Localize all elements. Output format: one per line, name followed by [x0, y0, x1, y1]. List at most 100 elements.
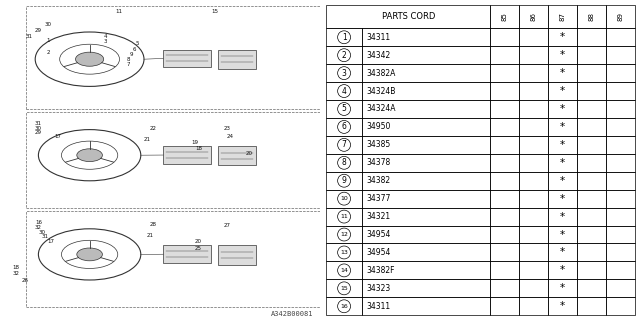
Bar: [490, 5, 519, 28]
Bar: [519, 190, 548, 208]
Bar: [326, 261, 362, 279]
Bar: [548, 172, 577, 190]
Bar: [519, 226, 548, 244]
Bar: [490, 46, 519, 64]
Text: *: *: [560, 301, 565, 311]
Bar: [519, 244, 548, 261]
Bar: [606, 279, 636, 297]
Bar: [577, 279, 606, 297]
Text: 85: 85: [502, 12, 508, 21]
Text: 34382A: 34382A: [367, 68, 396, 78]
Text: 9: 9: [342, 176, 346, 185]
Text: 31: 31: [35, 121, 42, 126]
Bar: [606, 118, 636, 136]
Text: 6: 6: [132, 47, 136, 52]
Bar: [577, 154, 606, 172]
Text: 17: 17: [48, 239, 54, 244]
Text: 26: 26: [22, 277, 29, 283]
Bar: [362, 208, 490, 226]
Bar: [519, 46, 548, 64]
Bar: [519, 136, 548, 154]
Bar: [326, 64, 362, 82]
Text: 9: 9: [129, 52, 133, 57]
Text: 34950: 34950: [367, 123, 391, 132]
Text: 11: 11: [115, 9, 122, 14]
Bar: [577, 261, 606, 279]
Bar: [606, 226, 636, 244]
Text: 14: 14: [340, 268, 348, 273]
Bar: [490, 28, 519, 46]
Text: 15: 15: [340, 286, 348, 291]
Text: A342B00081: A342B00081: [271, 311, 314, 317]
Text: *: *: [560, 176, 565, 186]
Bar: [326, 28, 362, 46]
Text: 7: 7: [342, 140, 346, 149]
Bar: [548, 100, 577, 118]
Text: 34377: 34377: [367, 194, 391, 203]
Bar: [362, 226, 490, 244]
Text: 7: 7: [126, 61, 130, 67]
Bar: [490, 297, 519, 315]
Bar: [26, 211, 320, 307]
Text: 2: 2: [46, 50, 50, 55]
Bar: [362, 279, 490, 297]
Bar: [548, 226, 577, 244]
Bar: [548, 208, 577, 226]
Text: *: *: [560, 86, 565, 96]
Text: 22: 22: [150, 125, 157, 131]
Text: 1: 1: [342, 33, 346, 42]
Text: 88: 88: [589, 12, 595, 21]
Bar: [218, 50, 256, 69]
Text: 11: 11: [340, 214, 348, 219]
Text: 3: 3: [342, 68, 346, 78]
Text: 86: 86: [531, 12, 536, 21]
Bar: [326, 82, 362, 100]
Text: 4: 4: [104, 34, 108, 39]
Bar: [577, 28, 606, 46]
Bar: [606, 100, 636, 118]
Bar: [577, 244, 606, 261]
Text: 34382F: 34382F: [367, 266, 395, 275]
Text: 20: 20: [195, 239, 202, 244]
Text: 28: 28: [150, 221, 157, 227]
Text: 10: 10: [340, 196, 348, 201]
Bar: [362, 261, 490, 279]
Text: 34323: 34323: [367, 284, 391, 293]
Bar: [606, 261, 636, 279]
Bar: [362, 82, 490, 100]
Text: 21: 21: [144, 137, 150, 142]
Text: 18: 18: [195, 146, 202, 151]
Text: 89: 89: [618, 12, 624, 21]
Text: 16: 16: [340, 304, 348, 309]
Bar: [490, 190, 519, 208]
Bar: [606, 172, 636, 190]
Bar: [326, 190, 362, 208]
Bar: [326, 279, 362, 297]
Text: 31: 31: [26, 34, 32, 39]
Bar: [362, 244, 490, 261]
Circle shape: [77, 149, 102, 162]
Bar: [218, 146, 256, 165]
Bar: [519, 64, 548, 82]
Text: *: *: [560, 283, 565, 293]
Text: 8: 8: [126, 57, 130, 62]
Text: 3: 3: [104, 39, 108, 44]
Bar: [548, 154, 577, 172]
Text: 32: 32: [13, 271, 19, 276]
Text: 24: 24: [227, 133, 234, 139]
Bar: [326, 118, 362, 136]
Bar: [577, 226, 606, 244]
Bar: [548, 5, 577, 28]
Bar: [326, 136, 362, 154]
Bar: [548, 46, 577, 64]
Text: 13: 13: [340, 250, 348, 255]
Bar: [577, 172, 606, 190]
Bar: [218, 245, 256, 265]
Text: 27: 27: [224, 223, 230, 228]
Text: *: *: [560, 68, 565, 78]
Text: 34321: 34321: [367, 212, 390, 221]
Bar: [548, 28, 577, 46]
Bar: [548, 136, 577, 154]
Bar: [490, 100, 519, 118]
Text: 4: 4: [342, 86, 346, 96]
